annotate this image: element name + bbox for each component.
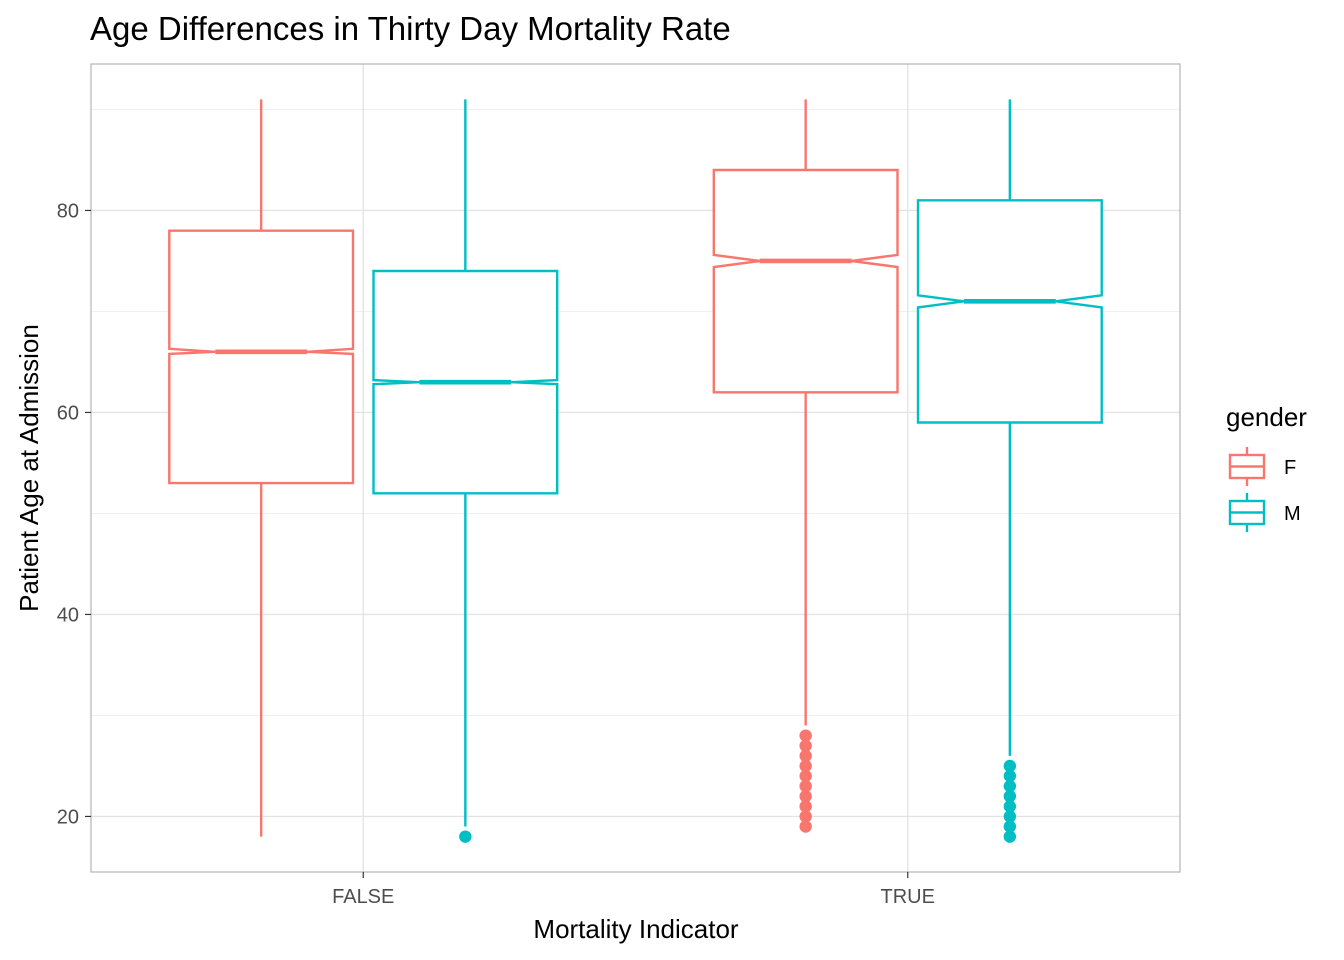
outlier-point [1003,769,1017,783]
outlier-point [799,769,812,783]
y-tick-label: 60 [57,402,79,424]
x-axis-ticks: FALSE TRUE [332,872,935,908]
outlier-point [799,800,812,813]
box-body [916,199,1103,424]
outlier-point [1003,759,1017,773]
box-body [712,168,899,394]
outlier-point [1003,810,1017,823]
outlier-point [799,739,812,752]
y-tick-label: 80 [57,200,79,222]
outlier-point [799,749,812,763]
boxplot-F-TRUE [712,99,899,833]
outlier-point [799,810,812,823]
chart-title: Age Differences in Thirty Day Mortality … [90,10,731,47]
legend-title: gender [1226,402,1307,432]
outlier-point [1003,779,1017,793]
legend: gender F M [1226,402,1307,532]
y-tick-label: 40 [57,604,79,626]
y-tick-label: 20 [57,806,79,828]
box-body [168,229,355,485]
outlier-point [799,759,812,773]
boxplot-F-FALSE [168,99,355,837]
y-axis-title: Patient Age at Admission [14,324,44,612]
boxplot-M-FALSE [372,99,559,843]
x-axis-title: Mortality Indicator [533,914,739,944]
outlier-point [799,820,812,833]
outlier-point [459,830,472,843]
outlier-point [799,790,812,803]
legend-item-F: F [1228,447,1296,486]
x-tick-label: FALSE [332,886,394,908]
boxplot-M-TRUE [916,99,1103,843]
legend-label: M [1284,503,1301,525]
legend-item-M: M [1228,493,1301,532]
y-axis-ticks: 20 40 60 80 [57,200,91,828]
outlier-point [1003,820,1017,833]
outlier-point [1003,790,1017,803]
box-series-group [168,99,1103,843]
outlier-point [799,729,812,742]
outlier-point [1003,830,1017,843]
x-tick-label: TRUE [881,886,935,908]
panel-border [90,63,1181,873]
legend-label: F [1284,457,1296,479]
outlier-point [1003,800,1017,813]
outlier-point [799,779,812,793]
